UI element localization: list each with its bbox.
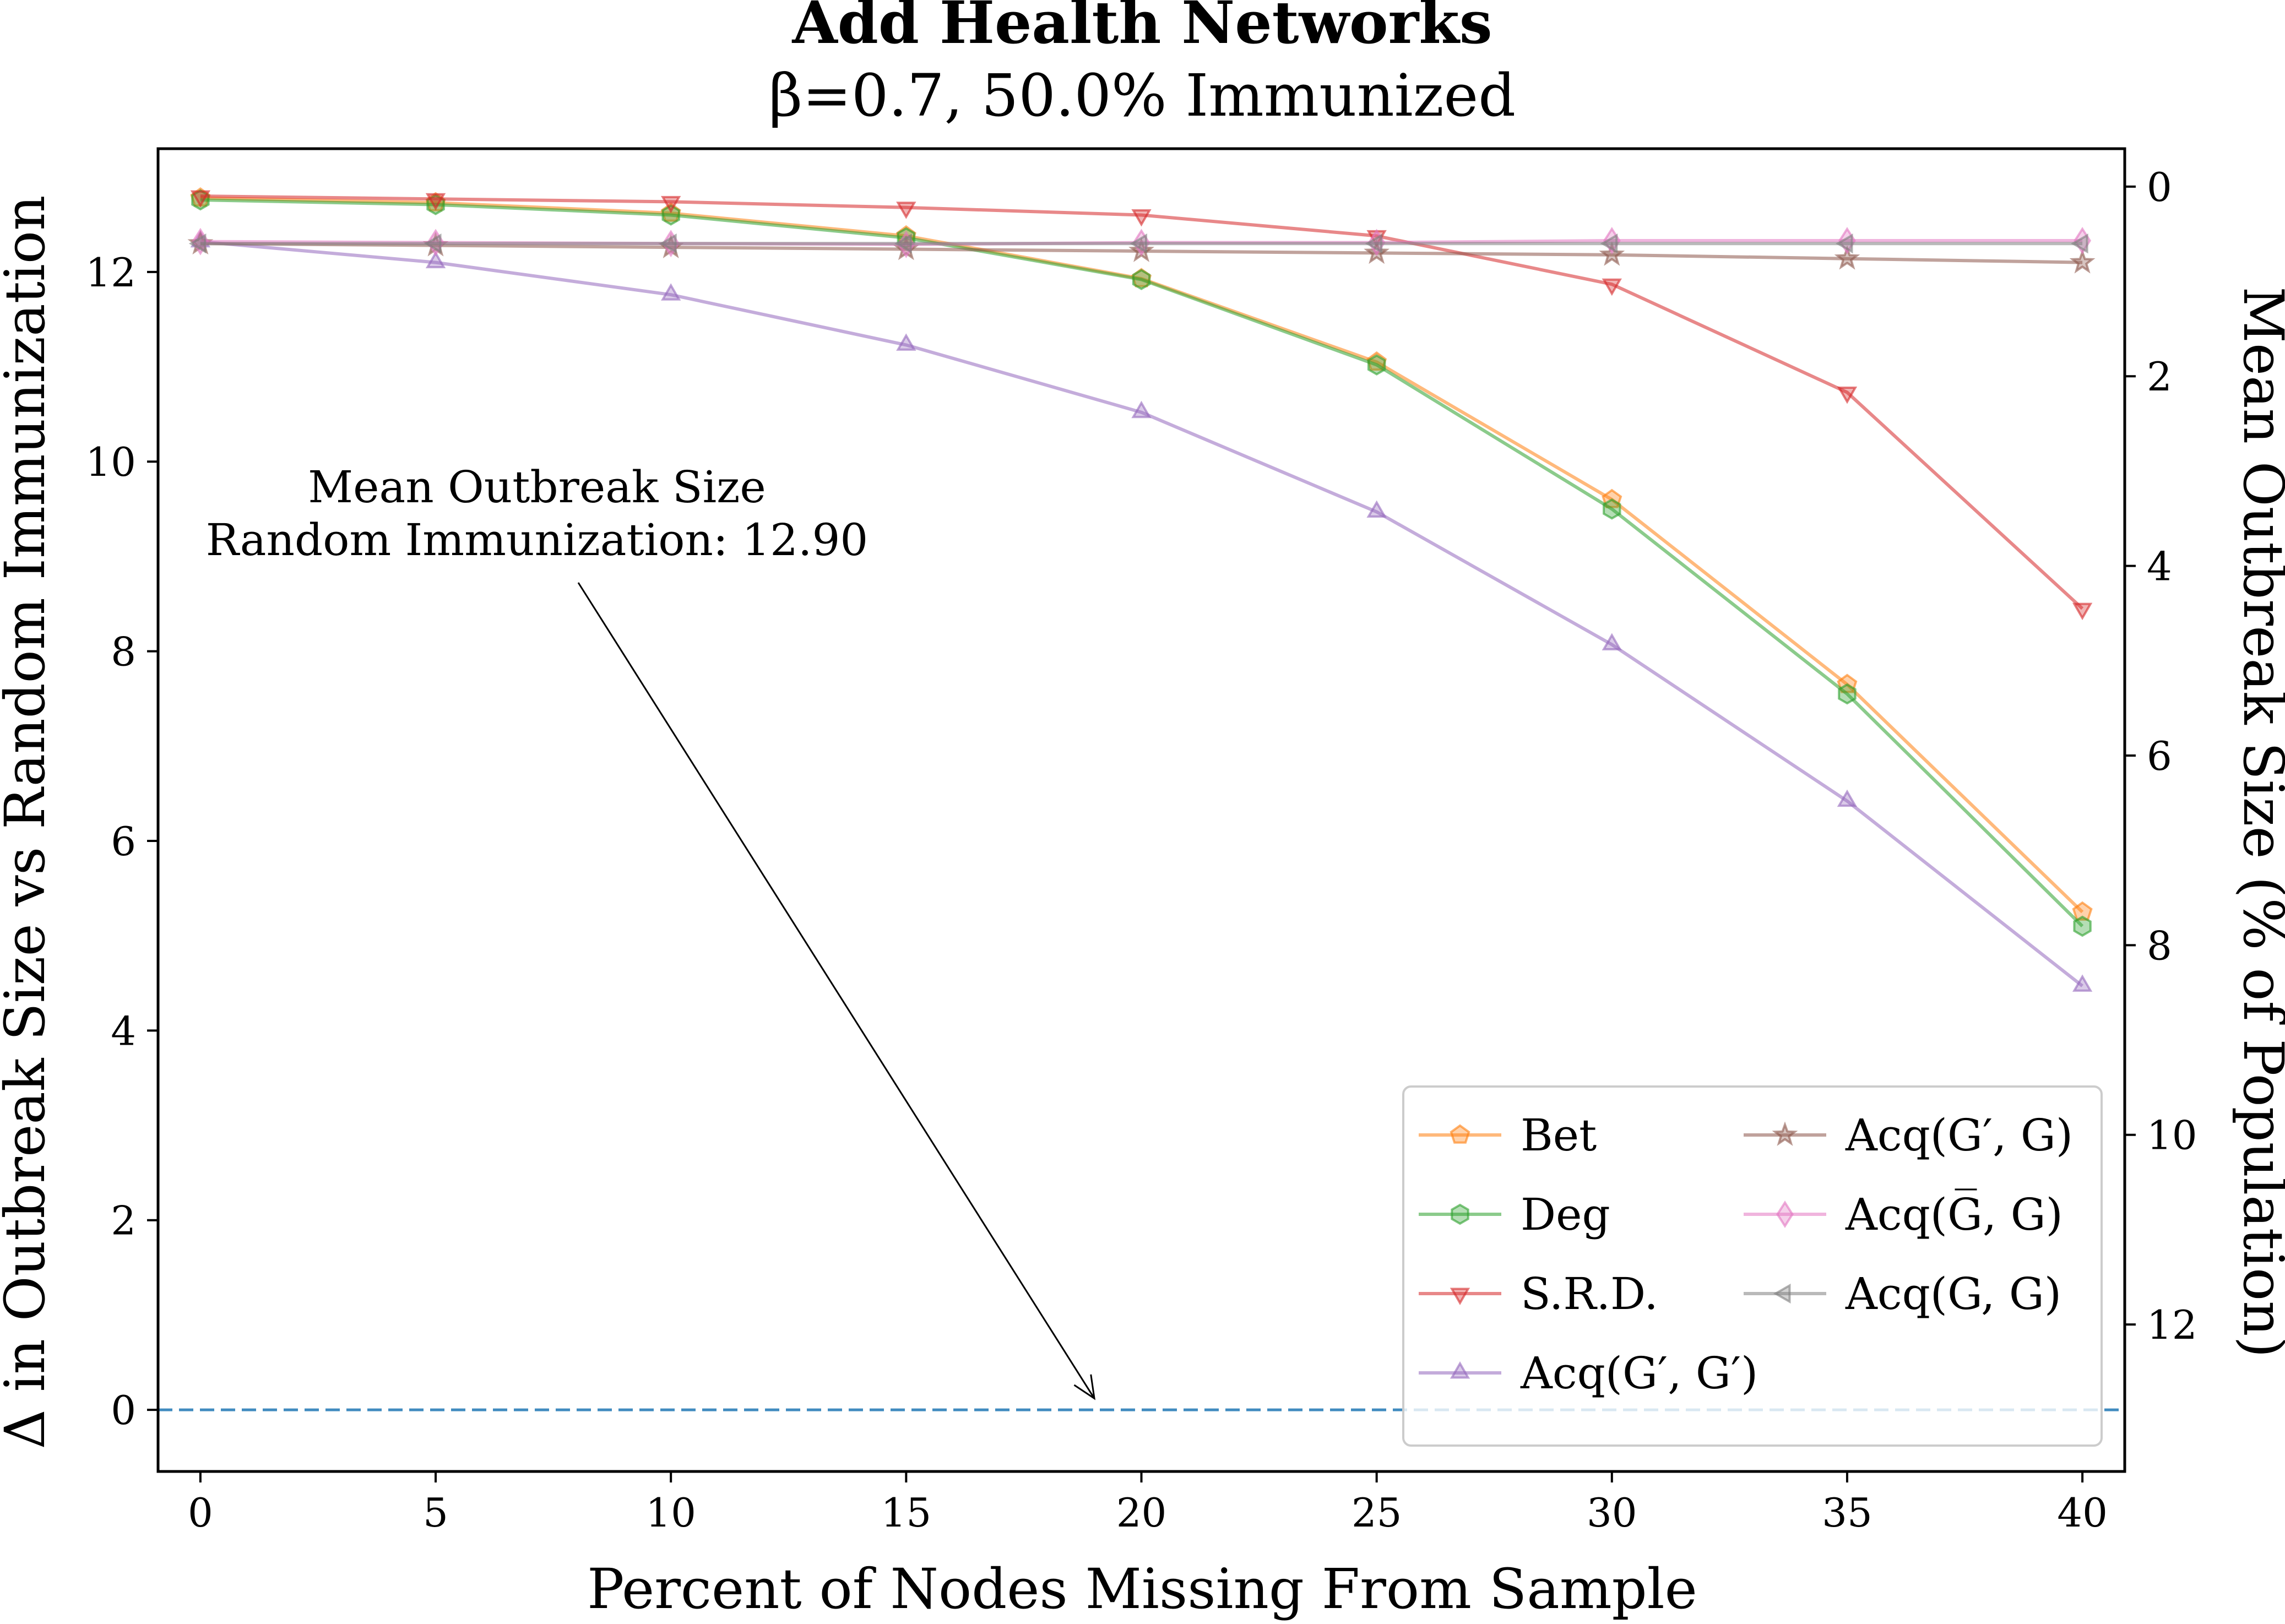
legend: Bet Deg S.R.D. Acq(G′, G′) Acq(G′, G) Acq(G̅,… <box>1402 1085 2103 1447</box>
right-y-tick-label: 2 <box>2147 354 2172 400</box>
legend-marker-acq-g-g <box>1450 1361 1470 1379</box>
y-tick-label: 2 <box>111 1198 136 1244</box>
right-y-tick-label: 8 <box>2147 922 2172 969</box>
axes-group: 0 5 10 15 20 25 30 35 40 0 2 4 6 8 10 12 0 2 4 6 8 10 12 <box>85 147 2197 1536</box>
data-point-acq-g-g <box>1837 789 1858 807</box>
series-line-acq-g-g <box>200 242 2083 264</box>
data-point-acq-g-g <box>1131 400 1152 419</box>
chart-subtitle: β=0.7, 50.0% Immunized <box>769 62 1516 129</box>
y-tick-label: 6 <box>111 818 136 865</box>
data-point-acq-g-g <box>2072 974 2093 992</box>
x-tick-label: 5 <box>423 1490 448 1536</box>
data-point-acq-g-g <box>1130 233 1147 254</box>
legend-label-acq-g-g: Acq(G′, G′) <box>1520 1348 1758 1399</box>
legend-label-deg: Deg <box>1521 1189 1610 1240</box>
data-point-s-r-d <box>1837 387 1858 404</box>
data-point-acq-g-g <box>894 233 912 254</box>
annotation-arrow-line <box>577 582 1095 1399</box>
x-tick-label: 35 <box>1822 1490 1872 1536</box>
annotation-arrow-head <box>1073 1374 1096 1400</box>
data-point-s-r-d <box>896 202 916 219</box>
right-y-tick-label: 6 <box>2147 733 2172 779</box>
data-point-s-r-d <box>661 195 681 214</box>
legend-box <box>1402 1085 2103 1447</box>
data-point-acq-g-g <box>661 283 681 301</box>
data-point-acq-g-g <box>896 333 916 351</box>
legend-label-acq-g-g: Acq(G, G) <box>1845 1268 2061 1319</box>
legend-label-acq-g-g: Acq(G̅, G) <box>1845 1187 2063 1240</box>
series-group <box>187 187 2096 992</box>
data-point-acq-g-g <box>1600 233 1618 254</box>
right-y-axis-label: Mean Outbreak Size (% of Population) <box>2231 286 2285 1357</box>
chart-title: Add Health Networks <box>791 0 1492 57</box>
data-point-acq-g-g <box>1602 633 1622 650</box>
x-tick-label: 15 <box>881 1490 932 1536</box>
legend-label-s-r-d: S.R.D. <box>1521 1268 1658 1319</box>
data-point-deg <box>1367 354 1386 376</box>
data-point-acq-g-g <box>1365 233 1383 254</box>
data-point-deg <box>2073 915 2092 937</box>
legend-marker-s-r-d <box>1450 1288 1470 1306</box>
y-tick-label: 12 <box>85 249 136 296</box>
x-tick-label: 40 <box>2057 1490 2108 1536</box>
x-tick-label: 0 <box>188 1490 213 1536</box>
right-y-tick-label: 0 <box>2147 164 2172 210</box>
y-tick-label: 0 <box>111 1387 136 1433</box>
legend-marker-acq-g-g <box>1773 1283 1791 1304</box>
data-point-acq-g-g <box>1364 239 1390 264</box>
right-y-tick-label: 12 <box>2147 1302 2197 1348</box>
legend-marker-acq-g-g <box>1772 1121 1798 1146</box>
data-point-s-r-d <box>190 190 211 208</box>
data-point-acq-g-g <box>1834 245 1860 270</box>
x-tick-label: 20 <box>1116 1490 1167 1536</box>
x-tick-label: 10 <box>645 1490 696 1536</box>
legend-label-bet: Bet <box>1521 1110 1597 1161</box>
data-point-s-r-d <box>1602 278 1622 296</box>
legend-marker-bet <box>1450 1124 1470 1144</box>
right-y-tick-label: 10 <box>2147 1112 2197 1159</box>
legend-label-acq-g-g: Acq(G′, G) <box>1845 1110 2073 1161</box>
annotation-text: Mean Outbreak Size <box>308 461 766 513</box>
data-point-acq-g-g <box>1366 500 1387 518</box>
data-point-acq-g-g <box>425 251 446 269</box>
series-line-acq-g-g <box>200 240 2083 987</box>
data-point-acq-g-g <box>1835 233 1853 254</box>
y-tick-label: 4 <box>111 1008 136 1054</box>
data-point-acq-g-g <box>2069 248 2096 274</box>
data-point-bet <box>2072 901 2093 921</box>
data-point-acq-g-g <box>188 233 207 254</box>
data-point-acq-g-g <box>2071 233 2088 254</box>
data-point-deg <box>1603 498 1621 520</box>
data-point-s-r-d <box>1131 209 1152 227</box>
data-point-acq-g-g <box>659 233 677 254</box>
series-line-s-r-d <box>200 194 2084 610</box>
data-point-deg <box>1132 269 1151 290</box>
x-tick-label: 25 <box>1352 1490 1402 1536</box>
right-y-tick-label: 4 <box>2147 544 2172 590</box>
x-tick-label: 30 <box>1587 1490 1637 1536</box>
y-tick-label: 10 <box>85 439 136 485</box>
series-line-deg <box>200 198 2084 928</box>
annotation-text: Random Immunization: 12.90 <box>206 514 869 566</box>
data-point-s-r-d <box>2072 602 2093 621</box>
data-point-s-r-d <box>425 193 446 211</box>
y-tick-label: 8 <box>111 629 136 675</box>
data-point-deg <box>1838 683 1857 705</box>
legend-marker-deg <box>1451 1203 1469 1225</box>
data-point-acq-g-g <box>424 233 442 254</box>
x-axis-label: Percent of Nodes Missing From Sample <box>587 1557 1697 1621</box>
data-point-deg <box>661 204 680 226</box>
legend-marker-acq-g-g <box>1776 1201 1794 1228</box>
y-axis-label: Δ in Outbreak Size vs Random Immunizatio… <box>0 195 57 1449</box>
